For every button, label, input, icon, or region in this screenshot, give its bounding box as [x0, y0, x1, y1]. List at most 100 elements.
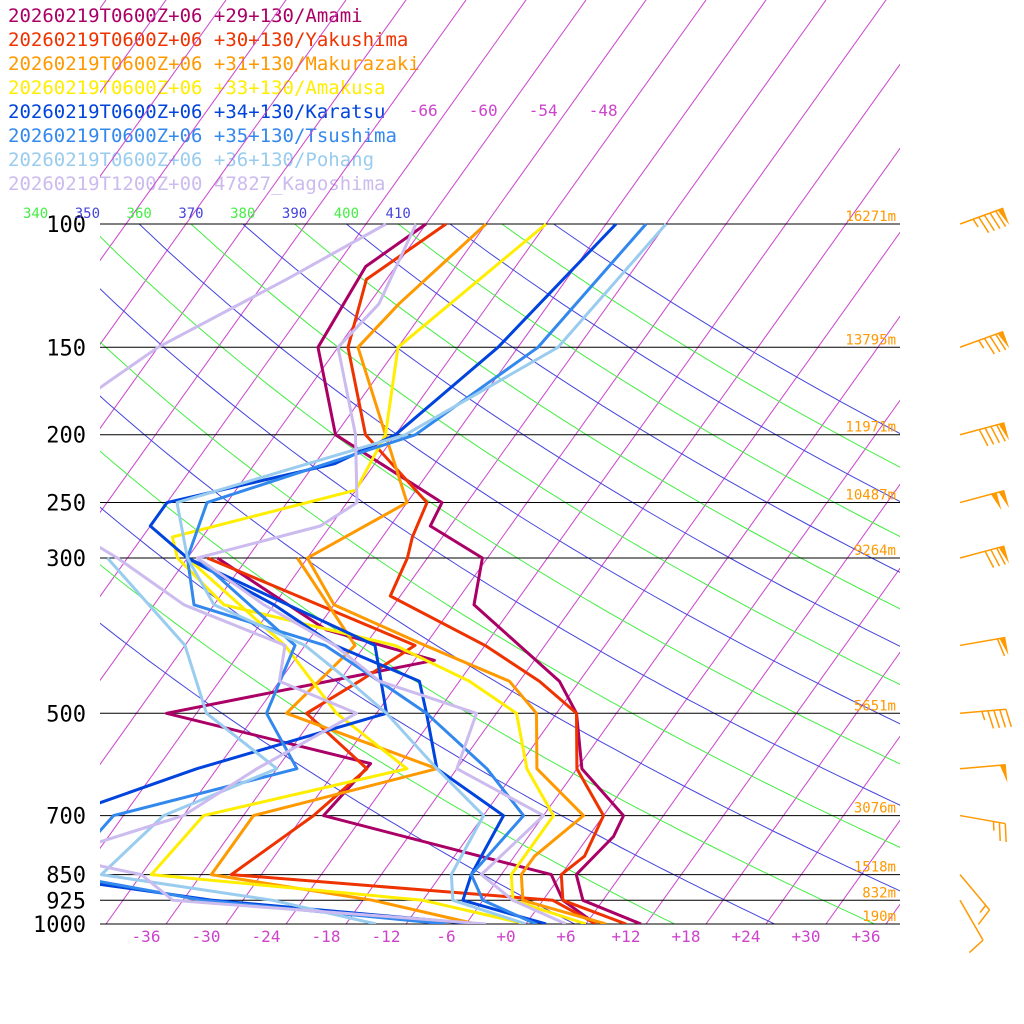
wind-barb [959, 708, 1013, 729]
pressure-label: 850 [46, 864, 86, 889]
dewpoint-line [209, 557, 477, 924]
isotherm-label: -66 [409, 101, 438, 120]
isotherm-line [100, 0, 407, 430]
temperature-line [185, 223, 648, 924]
wind-barb-flag [998, 546, 1010, 564]
legend-item: 20260219T0600Z+06 +33+130/Amakusa [8, 77, 386, 99]
wind-barb [959, 636, 1009, 657]
legend-item: 20260219T0600Z+06 +34+130/Karatsu [8, 101, 386, 123]
wind-barb [959, 489, 1010, 511]
pressure-label: 500 [46, 702, 86, 727]
wind-barbs [959, 207, 1013, 954]
wind-barb [959, 899, 984, 954]
dry-adiabat-line [100, 622, 575, 924]
temperature-tick-label: +12 [612, 927, 641, 946]
isotherm-line [525, 399, 900, 924]
temperature-tick-label: -6 [436, 927, 455, 946]
wind-barb-feather [978, 216, 990, 234]
theta-label: 400 [334, 206, 359, 222]
height-label: 16271m [845, 209, 896, 225]
wind-barb-feather [995, 333, 1007, 351]
isotherm-line [100, 0, 287, 262]
isotherm-label: -54 [529, 101, 558, 120]
wind-barb-feather [1004, 823, 1007, 843]
height-label: 13795m [845, 332, 896, 348]
isotherm-line [705, 651, 900, 924]
wind-barb [959, 422, 1010, 447]
temperature-tick-label: +36 [852, 927, 881, 946]
wind-barb-feather [968, 939, 984, 954]
wind-barb-shaft [959, 489, 1005, 504]
isotherm-line [100, 0, 107, 10]
temperature-tick-label: +0 [496, 927, 515, 946]
wind-barb-feather [983, 337, 995, 355]
wind-barb-flag [999, 637, 1009, 656]
height-label: 5651m [854, 698, 896, 714]
pressure-label: 925 [46, 889, 86, 914]
isotherm-line [100, 0, 347, 346]
pressure-label: 700 [46, 805, 86, 830]
isotherm-label: -48 [589, 101, 618, 120]
wind-barb-feather [996, 638, 1006, 657]
dewpoint-line [149, 556, 527, 924]
wind-barb [959, 207, 1010, 234]
temperature-line [316, 222, 642, 924]
temperature-tick-label: -24 [252, 927, 281, 946]
dewpoint-line [206, 556, 597, 924]
legend-item: 20260219T0600Z+06 +35+130/Tsushima [8, 125, 397, 147]
temperature-tick-label: +30 [792, 927, 821, 946]
temperature-line [346, 222, 627, 924]
sounding-profiles [100, 222, 668, 924]
wind-barb-feather [996, 547, 1006, 565]
temperature-line [170, 222, 587, 924]
theta-label: 390 [282, 206, 307, 222]
wind-barb-flag [998, 422, 1010, 441]
temperature-tick-label: -36 [132, 927, 161, 946]
wind-barb-half-feather [981, 711, 986, 721]
wind-barb-feather [990, 426, 1001, 444]
wind-barb [959, 814, 1007, 843]
wind-barb [959, 763, 1008, 783]
wind-barb-shaft [959, 763, 1006, 770]
wind-barb-feather [978, 429, 989, 447]
isotherm-label: -60 [469, 101, 498, 120]
isotherm-line [225, 0, 887, 924]
wind-barb-shaft [959, 545, 1005, 559]
isotherm-line [345, 147, 900, 924]
wind-barb-shaft [959, 814, 1006, 825]
isotherm-line [885, 903, 900, 924]
height-label: 9264m [854, 543, 896, 559]
isotherm-line [645, 567, 900, 924]
wind-barb-flag [997, 208, 1010, 226]
wind-barb-flag [997, 331, 1010, 349]
wind-barb-feather [998, 822, 1001, 841]
dry-adiabat-line [242, 223, 900, 647]
wind-barb-feather [983, 214, 995, 232]
temperature-line [148, 222, 618, 924]
isotherm-line [285, 63, 900, 924]
moist-adiabat-line [294, 223, 900, 610]
theta-label: 380 [230, 206, 255, 222]
temperature-tick-label: +18 [672, 927, 701, 946]
wind-barb-feather [977, 909, 991, 925]
isotherm-line [946, 0, 1024, 924]
legend-item: 20260219T0600Z+06 +30+130/Yakushima [8, 29, 409, 51]
dry-adiabat-line [346, 223, 900, 573]
height-label: 3076m [854, 801, 896, 817]
isotherm-line [100, 0, 647, 766]
temperature-line [175, 223, 668, 924]
wind-barb-feather [984, 427, 995, 445]
temperature-tick-label: -12 [372, 927, 401, 946]
dry-adiabat-line [100, 395, 900, 892]
isotherm-line [100, 0, 527, 598]
wind-barb-shaft [959, 708, 1006, 715]
wind-barb-feather [989, 335, 1001, 353]
wind-barb-feather [999, 709, 1007, 728]
wind-barb-half-feather [972, 218, 979, 228]
wind-barb-feather [993, 710, 1001, 729]
height-label: 11971m [845, 420, 896, 436]
wind-barb-feather [996, 424, 1006, 442]
legend: 20260219T0600Z+06 +29+130/Amami 20260219T… [8, 4, 420, 196]
dry-adiabat-line [553, 223, 900, 435]
